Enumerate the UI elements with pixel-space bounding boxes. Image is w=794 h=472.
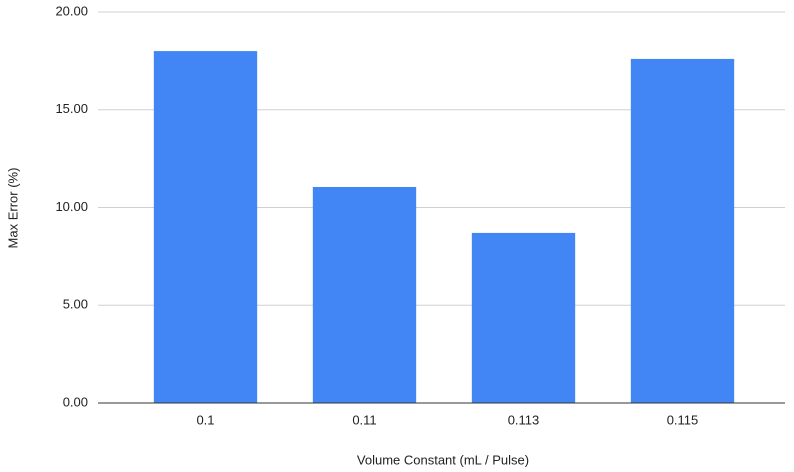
x-axis-label: Volume Constant (mL / Pulse) (357, 452, 529, 467)
bar (471, 232, 576, 403)
bar (630, 58, 735, 404)
x-tick-label: 0.1 (196, 412, 214, 427)
bar (312, 186, 417, 403)
y-tick-label: 10.00 (55, 199, 88, 214)
y-tick-label: 0.00 (63, 394, 88, 409)
y-tick-label: 20.00 (55, 3, 88, 18)
y-tick-label: 15.00 (55, 101, 88, 116)
x-tick-label: 0.113 (508, 412, 540, 427)
y-tick-label: 5.00 (63, 297, 88, 312)
y-axis-label: Max Error (%) (5, 168, 20, 249)
x-tick-label: 0.11 (352, 412, 376, 427)
bar (153, 51, 258, 403)
x-tick-label: 0.115 (667, 412, 699, 427)
